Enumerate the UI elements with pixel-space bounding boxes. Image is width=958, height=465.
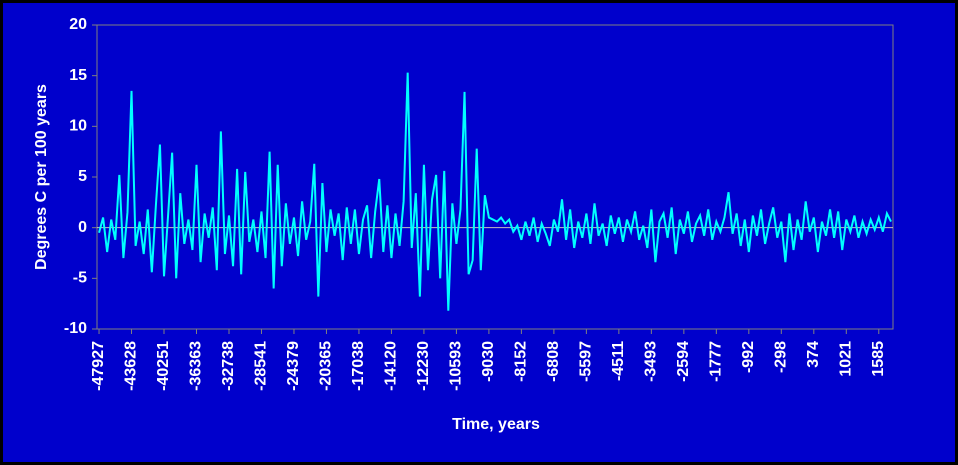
x-tick-label: -14120 — [383, 341, 400, 391]
x-tick-label: -43628 — [123, 341, 140, 391]
x-axis-title: Time, years — [452, 416, 540, 433]
x-tick-label: 374 — [805, 341, 822, 368]
y-tick-label: 10 — [69, 118, 87, 135]
x-tick-label: -24379 — [285, 341, 302, 391]
x-tick-label: -298 — [773, 341, 790, 373]
y-tick-label: 20 — [69, 16, 87, 33]
x-tick-label: -5597 — [578, 341, 595, 382]
x-tick-label: -1777 — [708, 341, 725, 382]
data-line — [98, 72, 892, 311]
y-tick-label: 5 — [78, 168, 87, 185]
x-tick-label: -32738 — [220, 341, 237, 391]
x-tick-label: -4511 — [610, 341, 627, 381]
x-tick-label: -992 — [740, 341, 757, 373]
plot-area — [96, 24, 894, 330]
y-axis-title: Degrees C per 100 years — [33, 84, 50, 270]
x-tick-label: -28541 — [253, 341, 270, 391]
x-tick-label: -17038 — [350, 341, 367, 391]
x-tick-label: 1021 — [838, 341, 855, 377]
x-tick-label: -3493 — [643, 341, 660, 382]
y-tick-label: -10 — [64, 320, 87, 337]
x-tick-label: -8152 — [513, 341, 530, 382]
x-tick-label: -47927 — [90, 341, 107, 391]
x-tick-label: -36363 — [188, 341, 205, 391]
x-tick-label: -10593 — [448, 341, 465, 391]
y-tick-label: -5 — [73, 270, 87, 287]
x-tick-label: -9030 — [480, 341, 497, 382]
x-tick-label: -20365 — [318, 341, 335, 391]
x-tick-label: -40251 — [155, 341, 172, 391]
x-tick-label: -2594 — [675, 341, 692, 382]
x-tick-label: 1585 — [870, 341, 887, 377]
x-tick-label: -12230 — [415, 341, 432, 391]
x-tick-label: -6808 — [545, 341, 562, 382]
y-tick-label: 15 — [69, 67, 87, 84]
y-tick-label: 0 — [78, 219, 87, 236]
